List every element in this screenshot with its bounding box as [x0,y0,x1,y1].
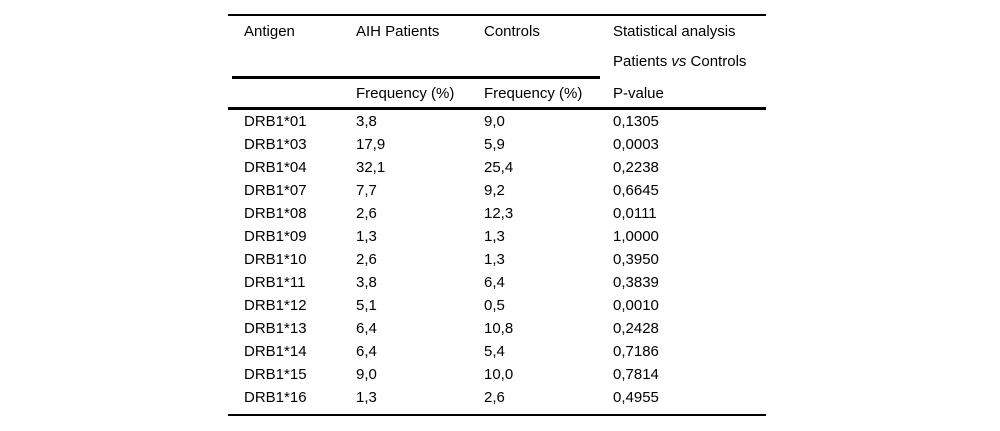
table-row: DRB1*10 2,6 1,3 0,3950 [228,248,766,271]
aih-frequency-cell: 2,6 [356,251,377,268]
column-header-controls: Controls [484,23,540,40]
controls-frequency-cell: 5,4 [484,343,505,360]
p-value-cell: 0,3839 [613,274,659,291]
antigen-cell: DRB1*14 [244,343,307,360]
table-subheader-row: Frequency (%) Frequency (%) P-value [228,79,766,107]
p-value-cell: 0,6645 [613,182,659,199]
patients-vs-controls-prefix: Patients [613,53,672,70]
controls-frequency-cell: 10,0 [484,366,514,383]
antigen-cell: DRB1*16 [244,389,307,406]
aih-frequency-cell: 1,3 [356,389,377,406]
p-value-cell: 0,0010 [613,297,659,314]
p-value-cell: 0,1305 [613,113,659,130]
table-row: DRB1*08 2,6 12,3 0,0111 [228,202,766,225]
antigen-cell: DRB1*10 [244,251,307,268]
spanner-rule-antigen-frequencies [232,76,600,79]
aih-frequency-cell: 17,9 [356,136,386,153]
aih-frequency-cell: 1,3 [356,228,377,245]
p-value-cell: 0,0111 [613,205,657,222]
p-value-cell: 1,0000 [613,228,659,245]
controls-frequency-cell: 5,9 [484,136,505,153]
column-header-statistical-analysis: Statistical analysis [613,23,736,40]
aih-frequency-cell: 3,8 [356,274,377,291]
controls-frequency-cell: 9,2 [484,182,505,199]
column-header-antigen: Antigen [244,23,295,40]
patients-vs-controls-label: Patients vs Controls [613,53,766,70]
controls-frequency-cell: 6,4 [484,274,505,291]
p-value-cell: 0,3950 [613,251,659,268]
subheader-aih-frequency: Frequency (%) [356,84,455,102]
antigen-cell: DRB1*08 [244,205,307,222]
table-body: DRB1*01 3,8 9,0 0,1305 DRB1*03 17,9 5,9 … [228,110,766,409]
frequency-table: Antigen AIH Patients Controls Statistica… [228,14,766,416]
aih-frequency-cell: 5,1 [356,297,377,314]
aih-frequency-cell: 3,8 [356,113,377,130]
table-row: DRB1*09 1,3 1,3 1,0000 [228,225,766,248]
subheader-controls-frequency: Frequency (%) [484,84,583,102]
p-value-cell: 0,2238 [613,159,659,176]
antigen-cell: DRB1*07 [244,182,307,199]
controls-frequency-cell: 10,8 [484,320,514,337]
aih-frequency-cell: 6,4 [356,343,377,360]
aih-frequency-cell: 9,0 [356,366,377,383]
table-top-rule [228,14,766,16]
p-value-cell: 0,4955 [613,389,659,406]
subheader-p-value: P-value [613,84,664,102]
controls-frequency-cell: 12,3 [484,205,514,222]
patients-vs-controls-suffix: Controls [686,53,747,70]
table-row: DRB1*16 1,3 2,6 0,4955 [228,386,766,409]
p-value-cell: 0,0003 [613,136,659,153]
table-row: DRB1*15 9,0 10,0 0,7814 [228,363,766,386]
table-row: DRB1*11 3,8 6,4 0,3839 [228,271,766,294]
header-body-rule [228,107,766,110]
table-row: DRB1*14 6,4 5,4 0,7186 [228,340,766,363]
controls-frequency-cell: 1,3 [484,228,505,245]
p-value-cell: 0,2428 [613,320,659,337]
antigen-cell: DRB1*11 [244,274,306,291]
aih-frequency-cell: 2,6 [356,205,377,222]
antigen-cell: DRB1*01 [244,113,307,130]
aih-frequency-cell: 7,7 [356,182,377,199]
table-header-row: Antigen AIH Patients Controls Statistica… [228,16,766,47]
controls-frequency-cell: 2,6 [484,389,505,406]
antigen-cell: DRB1*09 [244,228,307,245]
antigen-cell: DRB1*03 [244,136,307,153]
table-row: DRB1*07 7,7 9,2 0,6645 [228,179,766,202]
p-value-cell: 0,7814 [613,366,659,383]
controls-frequency-cell: 25,4 [484,159,514,176]
controls-frequency-cell: 9,0 [484,113,505,130]
antigen-cell: DRB1*15 [244,366,307,383]
table-row: DRB1*04 32,1 25,4 0,2238 [228,156,766,179]
antigen-cell: DRB1*13 [244,320,307,337]
aih-frequency-cell: 32,1 [356,159,386,176]
aih-frequency-cell: 6,4 [356,320,377,337]
table-row: DRB1*13 6,4 10,8 0,2428 [228,317,766,340]
p-value-cell: 0,7186 [613,343,659,360]
antigen-cell: DRB1*12 [244,297,307,314]
table-row: DRB1*12 5,1 0,5 0,0010 [228,294,766,317]
controls-frequency-cell: 1,3 [484,251,505,268]
table-bottom-rule [228,414,766,416]
table-row: DRB1*01 3,8 9,0 0,1305 [228,110,766,133]
vs-italic-word: vs [671,53,687,70]
controls-frequency-cell: 0,5 [484,297,505,314]
table-header-row-2: Patients vs Controls [228,47,766,76]
antigen-cell: DRB1*04 [244,159,307,176]
table-row: DRB1*03 17,9 5,9 0,0003 [228,133,766,156]
column-header-aih-patients: AIH Patients [356,23,440,40]
